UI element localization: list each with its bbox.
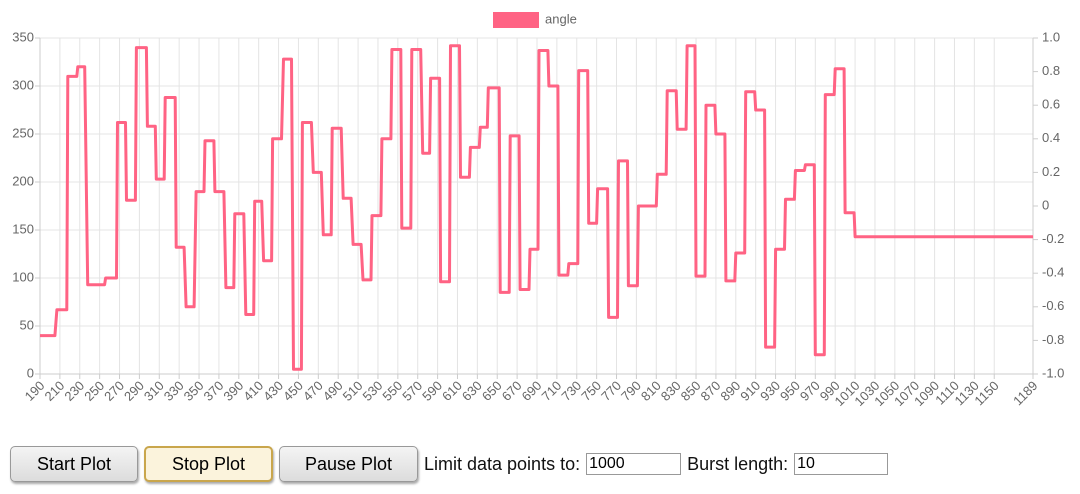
y2-tick-label: -0.6 (1042, 298, 1064, 313)
limit-input[interactable] (586, 453, 682, 475)
y2-tick-label: 0.8 (1042, 63, 1060, 78)
legend-label: angle (545, 11, 577, 26)
y-tick-label: 150 (12, 221, 34, 236)
pause-button[interactable]: Pause Plot (279, 446, 418, 482)
burst-label: Burst length: (687, 453, 789, 474)
y-tick-label: 0 (27, 365, 34, 380)
y2-tick-label: 0.6 (1042, 97, 1060, 112)
y2-tick-label: -0.4 (1042, 265, 1064, 280)
line (40, 44, 1033, 371)
y2-tick-label: 0.2 (1042, 164, 1060, 179)
x-tick-label: 1189 (1010, 378, 1040, 408)
stop-button[interactable]: Stop Plot (144, 446, 273, 482)
y2-tick-label: 0 (1042, 197, 1049, 212)
y2-tick-label: -1.0 (1042, 365, 1064, 380)
x-tick-label: 1150 (971, 378, 1001, 408)
y2-tick-label: 0.4 (1042, 130, 1060, 145)
y-tick-label: 250 (12, 125, 34, 140)
legend-swatch (493, 12, 539, 28)
y-tick-label: 350 (12, 29, 34, 44)
controls: Start Plot Stop Plot Pause Plot Limit da… (10, 446, 889, 482)
y-tick-label: 200 (12, 173, 34, 188)
limit-label: Limit data points to: (424, 453, 581, 474)
y2-tick-label: 1.0 (1042, 29, 1060, 44)
y-tick-label: 100 (12, 269, 34, 284)
y2-tick-label: -0.8 (1042, 332, 1064, 347)
y-tick-label: 300 (12, 77, 34, 92)
y-tick-label: 50 (20, 317, 34, 332)
start-button[interactable]: Start Plot (10, 446, 138, 482)
chart: 0 50 100 150 200 250 300 350 -1.0 -0.8 -0.6 -0.4 -0.… (12, 11, 1064, 409)
burst-input[interactable] (794, 453, 889, 475)
y2-tick-label: -0.2 (1042, 231, 1064, 246)
